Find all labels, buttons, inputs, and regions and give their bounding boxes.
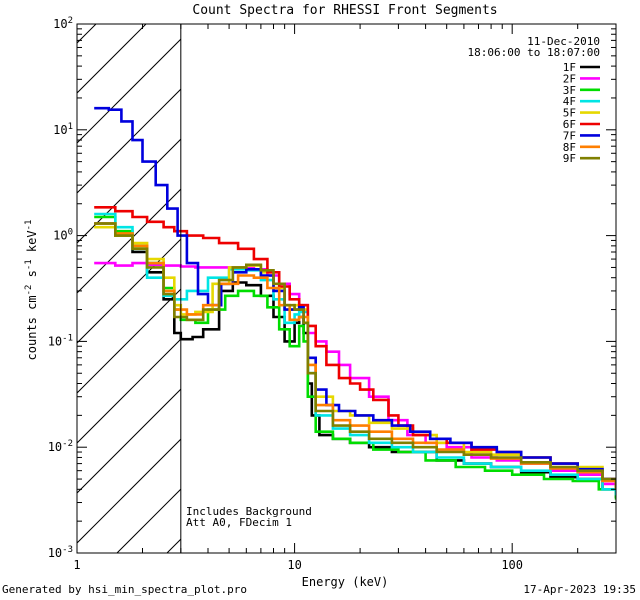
axis-ticks	[76, 24, 617, 554]
chart-title: Count Spectra for RHESSI Front Segments	[192, 3, 497, 18]
series-line-7F	[94, 106, 616, 488]
hatch-line	[77, 188, 181, 294]
y-tick-label: 100	[53, 228, 73, 243]
y-tick-label: 10-1	[48, 333, 73, 348]
legend-label: 4F	[563, 95, 576, 108]
series-line-8F	[94, 222, 616, 490]
footer-timestamp: 17-Apr-2023 19:35	[523, 583, 636, 596]
y-tick-label: 101	[53, 122, 73, 137]
hatch-line	[77, 438, 181, 544]
hatched-region	[77, 24, 181, 553]
legend-label: 6F	[563, 118, 576, 131]
x-tick-label: 1	[73, 558, 80, 572]
series-line-9F	[94, 222, 616, 490]
annotation-attenuator: Att A0, FDecim 1	[186, 516, 292, 529]
annotation-background: Includes Background	[186, 505, 312, 518]
legend-label: 8F	[563, 141, 576, 154]
plot-frame	[76, 23, 617, 554]
legend-label: 5F	[563, 107, 576, 120]
hatch-line	[77, 138, 181, 244]
hatch-line	[77, 388, 181, 494]
hatch-line	[77, 238, 181, 344]
legend-label: 7F	[563, 129, 576, 142]
y-tick-label: 10-3	[48, 545, 73, 560]
series-line-4F	[94, 212, 616, 496]
legend-label: 3F	[563, 84, 576, 97]
y-tick-label: 102	[53, 16, 73, 31]
time-range-label: 18:06:00 to 18:07:00	[468, 46, 600, 59]
y-axis-label: counts cm-2 s-1 keV-1	[24, 220, 39, 361]
y-tick-label: 10-2	[48, 439, 73, 454]
date-label: 11-Dec-2010	[527, 35, 600, 48]
footer-generated-by: Generated by hsi_min_spectra_plot.pro	[2, 583, 248, 596]
hatch-line	[77, 338, 181, 444]
legend-label: 2F	[563, 72, 576, 85]
legend-label: 1F	[563, 61, 576, 74]
x-tick-label: 100	[501, 558, 523, 572]
hatch-line	[77, 24, 147, 94]
hatch-line	[77, 38, 181, 144]
x-tick-label: 10	[287, 558, 301, 572]
x-axis-label: Energy (keV)	[302, 575, 389, 589]
legend-label: 9F	[563, 152, 576, 165]
